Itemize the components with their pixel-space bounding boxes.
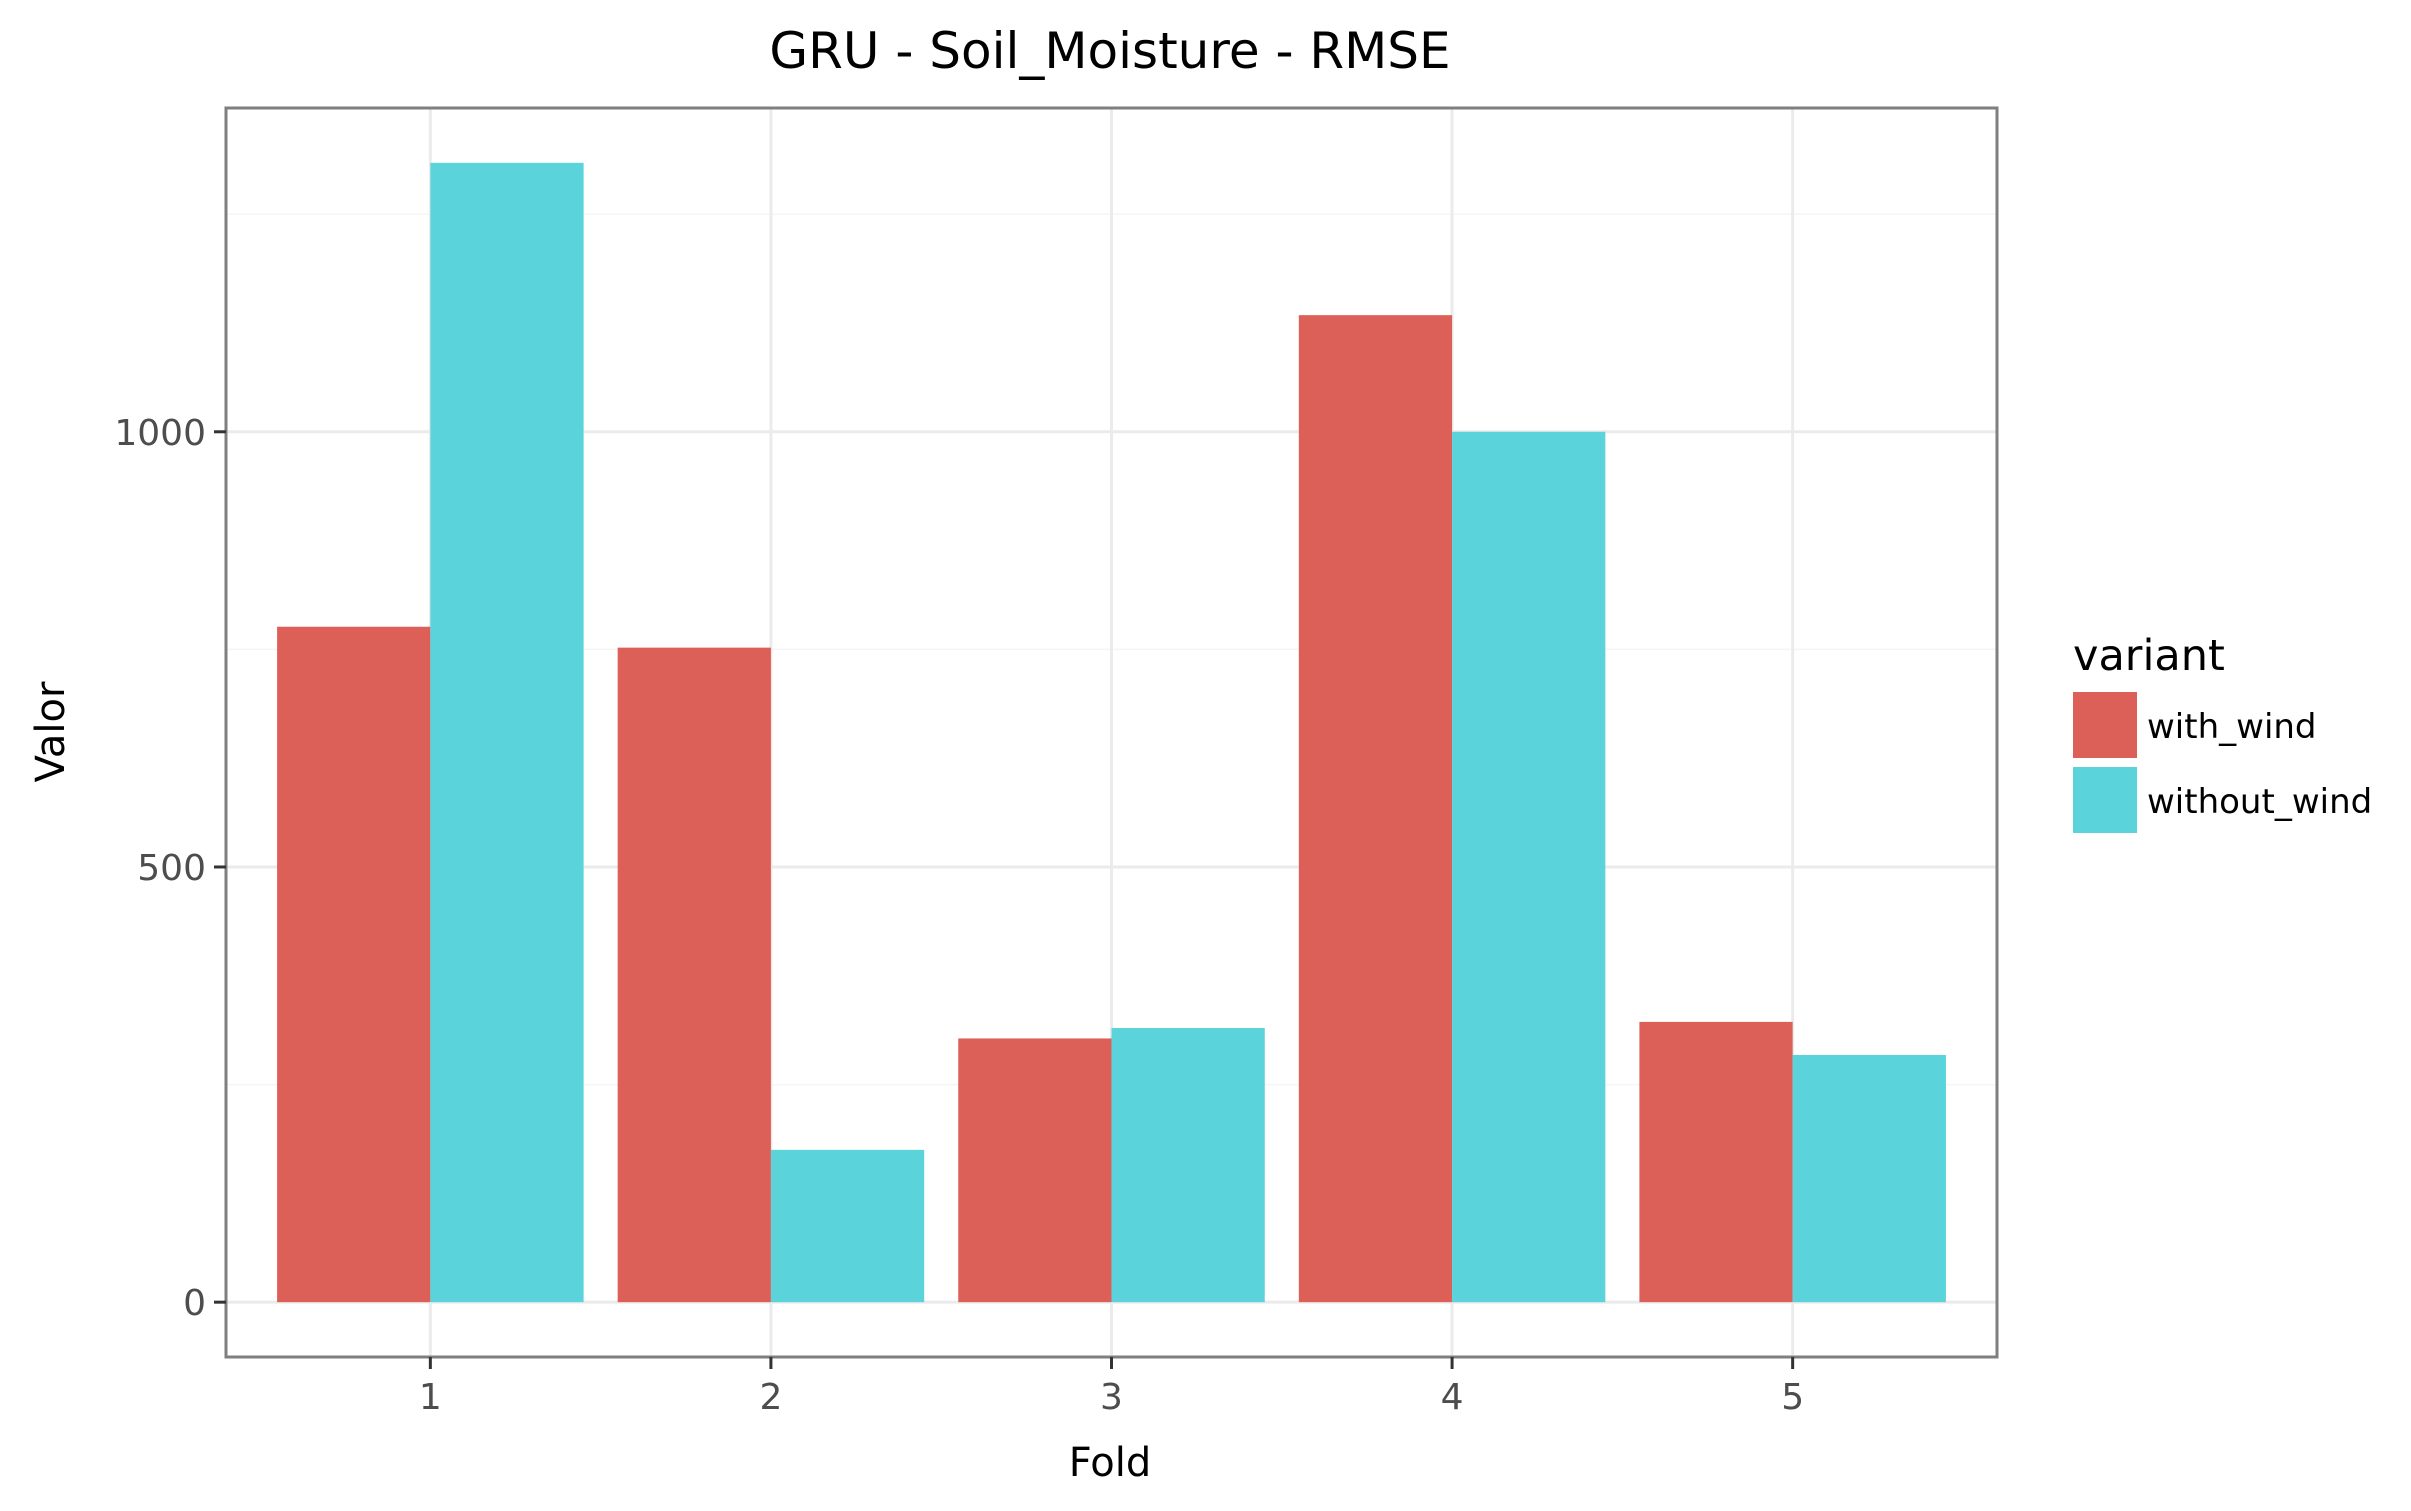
legend-items: with_wind without_wind — [2073, 692, 2372, 833]
bar-with_wind-fold-3 — [958, 1038, 1112, 1303]
legend-label-with_wind: with_wind — [2147, 707, 2317, 747]
bar-without_wind-fold-4 — [1452, 431, 1606, 1303]
bar-with_wind-fold-4 — [1298, 315, 1453, 1303]
bar-without_wind-fold-2 — [770, 1149, 925, 1303]
x-tick-label: 3 — [1100, 1377, 1123, 1418]
x-tick-label: 5 — [1781, 1377, 1804, 1418]
bar-without_wind-fold-3 — [1111, 1027, 1265, 1303]
legend-title: variant — [2073, 631, 2225, 681]
bar-without_wind-fold-5 — [1792, 1054, 1946, 1303]
y-axis-title: Valor — [28, 681, 74, 782]
legend-label-without_wind: without_wind — [2147, 782, 2372, 822]
legend-swatch-without_wind — [2073, 767, 2137, 833]
x-tick-label: 4 — [1441, 1377, 1464, 1418]
bar-with_wind-fold-2 — [617, 647, 771, 1303]
legend-swatch-with_wind — [2073, 692, 2137, 758]
bar-with_wind-fold-5 — [1639, 1021, 1793, 1303]
plot-panel — [224, 106, 1999, 1359]
x-tick-label: 1 — [419, 1377, 442, 1418]
x-tick-label: 2 — [759, 1377, 782, 1418]
chart-title: GRU - Soil_Moisture - RMSE — [769, 22, 1450, 80]
y-tick-label: 0 — [183, 1283, 206, 1324]
y-tick-label: 500 — [137, 848, 206, 889]
x-axis: 1 2 3 4 5 — [419, 1357, 1804, 1418]
y-axis: 0 500 1000 — [114, 413, 226, 1324]
bar-without_wind-fold-1 — [430, 162, 584, 1303]
bar-with_wind-fold-1 — [277, 626, 431, 1303]
legend: variant with_wind without_wind — [2073, 631, 2372, 833]
y-tick-label: 1000 — [114, 413, 206, 454]
x-axis-title: Fold — [1069, 1440, 1152, 1486]
bars — [277, 162, 1946, 1303]
